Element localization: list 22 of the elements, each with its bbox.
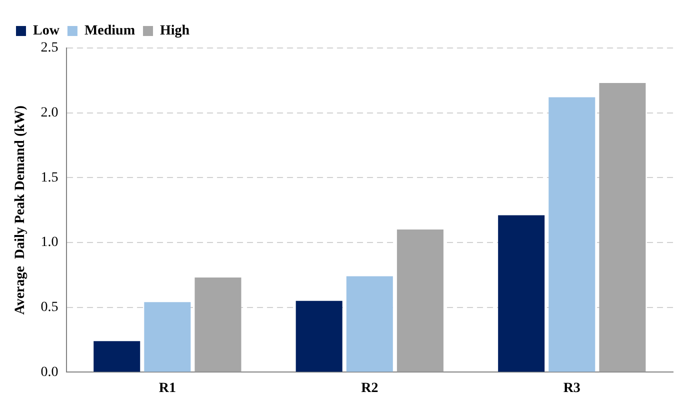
bar	[346, 276, 393, 372]
bar	[498, 215, 545, 372]
bar	[396, 230, 444, 372]
x-tick-label: R1	[158, 381, 176, 396]
y-tick-label: 1.0	[40, 235, 58, 250]
y-tick-label: 2.5	[40, 40, 58, 56]
y-tick-label: 0.5	[40, 300, 58, 316]
bar	[144, 302, 191, 372]
bar	[296, 300, 342, 372]
bar	[599, 83, 646, 372]
bar	[548, 97, 596, 372]
legend-label: Medium	[84, 24, 136, 39]
y-axis-title: Average Daily Peak Demand (kW)	[13, 105, 28, 315]
y-tick-label: 0.0	[40, 364, 58, 380]
x-tick-label: R3	[563, 381, 580, 396]
bar	[194, 278, 242, 372]
y-tick-label: 2.0	[40, 106, 58, 121]
legend-label: High	[160, 24, 190, 39]
legend-label: Low	[33, 24, 60, 39]
y-tick-label: 1.5	[40, 170, 58, 186]
bar	[94, 341, 140, 372]
x-tick-label: R2	[361, 381, 378, 396]
